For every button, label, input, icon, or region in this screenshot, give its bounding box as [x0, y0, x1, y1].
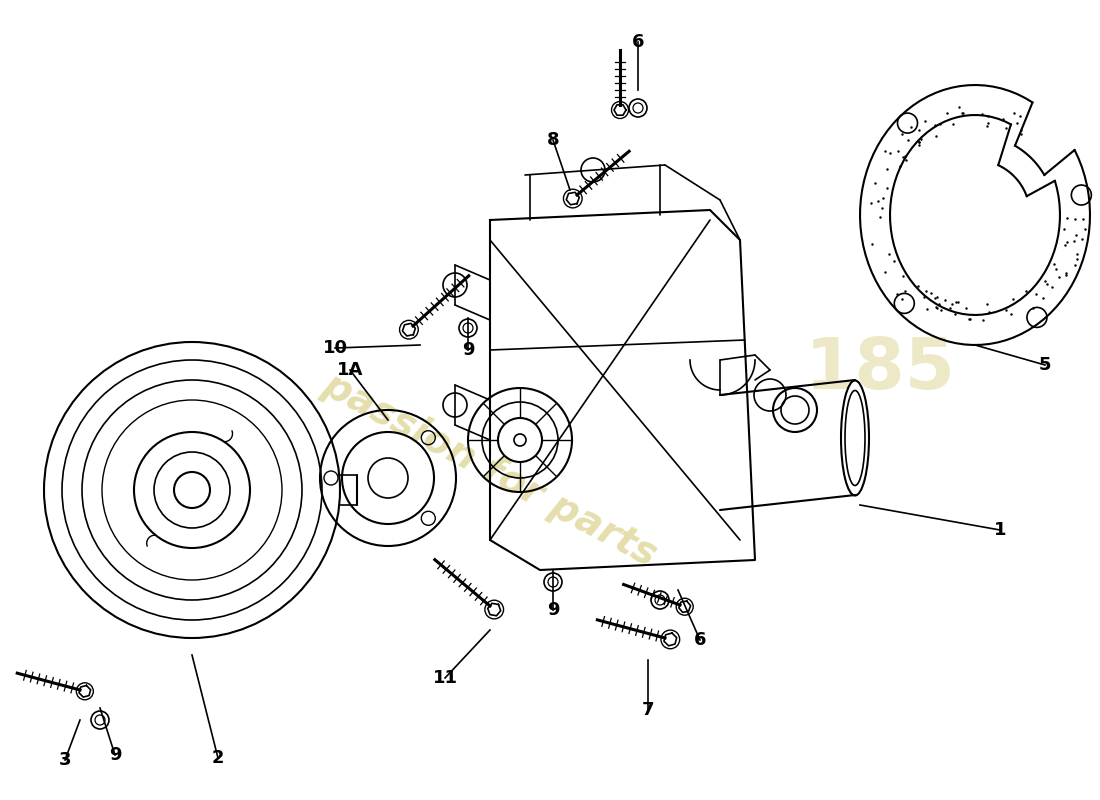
Text: 1: 1	[993, 521, 1007, 539]
Text: 6: 6	[631, 33, 645, 51]
Text: 11: 11	[432, 669, 458, 687]
Text: 2: 2	[211, 749, 224, 767]
Text: 8: 8	[547, 131, 559, 149]
Text: 7: 7	[641, 701, 654, 719]
Text: 9: 9	[547, 601, 559, 619]
Text: 9: 9	[462, 341, 474, 359]
Text: 6: 6	[694, 631, 706, 649]
Text: 10: 10	[322, 339, 348, 357]
Text: 1A: 1A	[337, 361, 363, 379]
Text: 5: 5	[1038, 356, 1052, 374]
Text: 3: 3	[58, 751, 72, 769]
Text: 185: 185	[804, 335, 956, 405]
Text: passion for parts: passion for parts	[317, 366, 663, 574]
Text: 9: 9	[109, 746, 121, 764]
